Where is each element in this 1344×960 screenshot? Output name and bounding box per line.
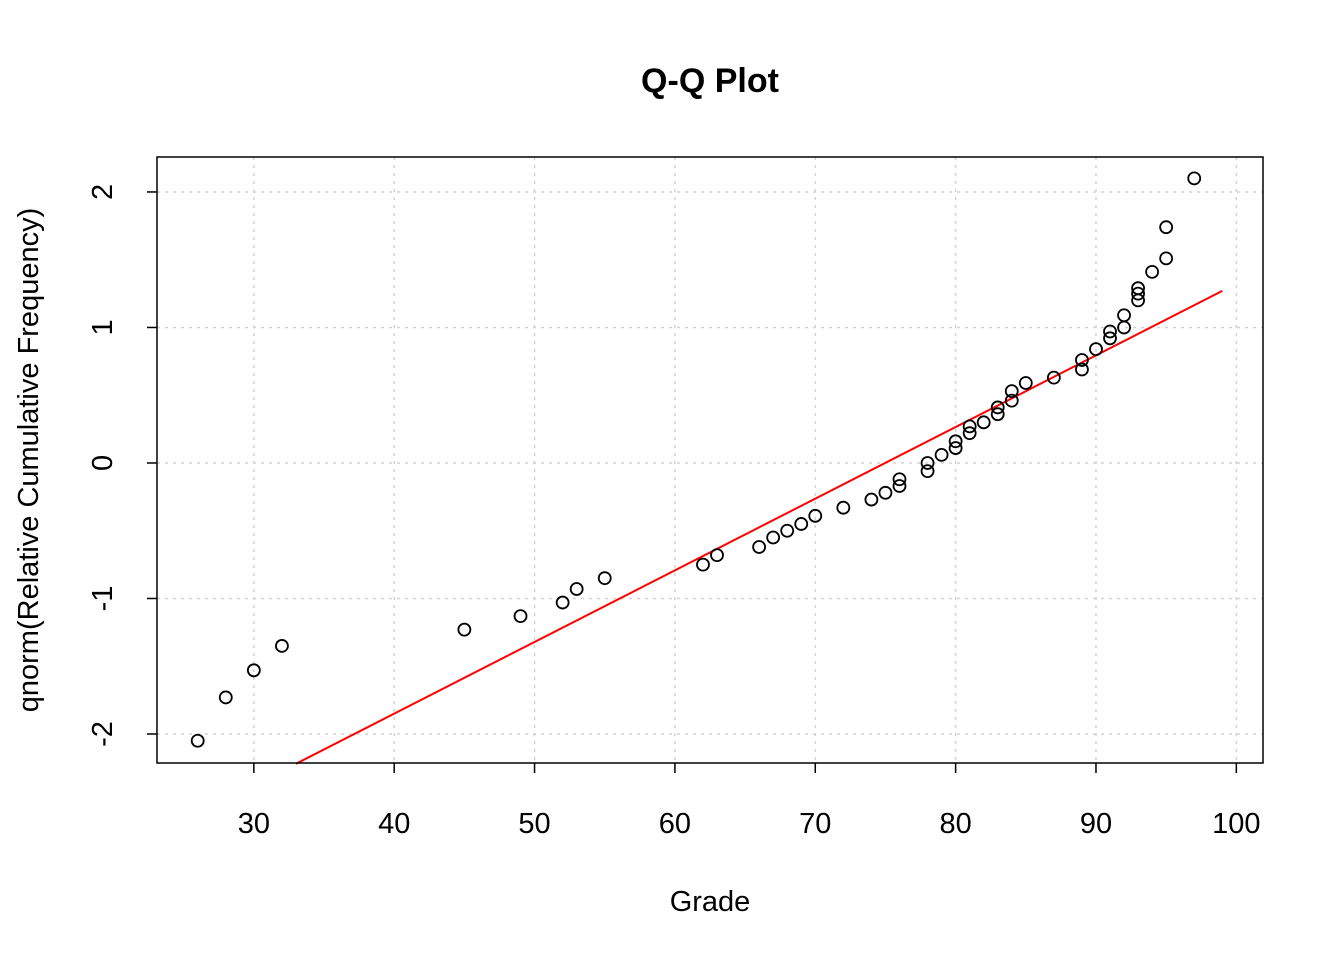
- data-point: [920, 456, 935, 470]
- data-point: [1075, 362, 1089, 377]
- chart-title: Q-Q Plot: [641, 62, 779, 100]
- data-point: [1103, 324, 1117, 339]
- data-point: [1187, 171, 1202, 186]
- data-point: [808, 508, 823, 523]
- data-point: [710, 548, 724, 563]
- data-point: [1103, 331, 1117, 346]
- x-tick-label: 100: [1212, 808, 1260, 840]
- data-point: [275, 639, 289, 653]
- data-point: [934, 447, 949, 462]
- data-point: [1131, 281, 1145, 296]
- x-tick-label: 80: [939, 808, 971, 840]
- axes: 30 40 50 60 70 80 90 100 -2 -1 0 1 2: [87, 184, 1261, 840]
- data-point: [1075, 353, 1089, 367]
- data-point: [1159, 220, 1174, 235]
- y-tick-label: 1: [87, 319, 119, 335]
- x-tick-label: 40: [378, 808, 410, 840]
- x-tick-label: 50: [518, 808, 550, 840]
- data-point: [752, 540, 767, 554]
- y-tick-label: 0: [87, 455, 119, 471]
- x-tick-label: 90: [1080, 808, 1112, 840]
- data-point: [1004, 384, 1019, 399]
- x-tick-label: 70: [799, 808, 831, 840]
- x-tick-label: 60: [659, 808, 691, 840]
- data-point: [780, 523, 795, 538]
- data-point: [513, 609, 528, 624]
- data-point: [1117, 308, 1131, 323]
- data-point: [555, 595, 570, 610]
- data-point: [597, 571, 612, 586]
- data-point: [990, 400, 1005, 415]
- data-point: [920, 464, 935, 479]
- data-point: [976, 415, 991, 430]
- data-point: [190, 733, 205, 748]
- y-tick-label: -1: [87, 586, 119, 612]
- plot-frame: [156, 156, 1264, 764]
- data-points: [190, 171, 1202, 748]
- data-point: [457, 622, 472, 637]
- y-tick-label: -2: [87, 721, 119, 747]
- data-point: [1131, 286, 1145, 301]
- data-point: [948, 441, 963, 455]
- data-point: [696, 557, 710, 572]
- data-point: [990, 407, 1005, 422]
- reference-line: [295, 289, 1223, 765]
- data-point: [246, 663, 261, 678]
- data-point: [864, 492, 879, 507]
- data-point: [766, 530, 781, 545]
- data-point: [962, 419, 977, 434]
- data-point: [892, 479, 907, 493]
- x-tick-label: 30: [238, 808, 270, 840]
- data-point: [218, 690, 233, 705]
- data-point: [962, 426, 977, 441]
- data-point: [1018, 376, 1033, 390]
- x-axis-label: Grade: [670, 886, 751, 918]
- data-point: [1159, 251, 1174, 266]
- data-point: [569, 582, 584, 596]
- data-point: [1145, 265, 1160, 279]
- y-axis-label: qnorm(Relative Cumulative Frequency): [13, 208, 45, 712]
- data-point: [794, 517, 809, 531]
- data-point: [1046, 370, 1061, 385]
- y-tick-label: 2: [87, 184, 119, 200]
- data-point: [948, 434, 963, 449]
- qq-reference-line: [295, 289, 1223, 765]
- data-point: [1004, 393, 1019, 408]
- data-point: [1089, 342, 1103, 357]
- data-point: [892, 472, 907, 487]
- grid-lines: [157, 157, 1263, 763]
- data-point: [878, 485, 893, 500]
- data-point: [836, 500, 851, 515]
